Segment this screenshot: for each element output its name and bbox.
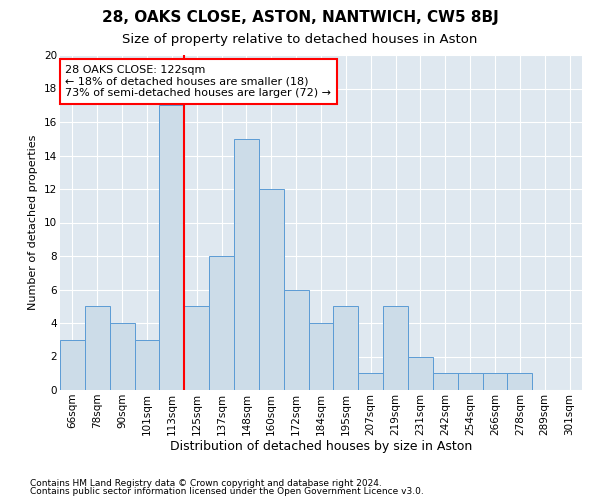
Bar <box>482 373 508 390</box>
Bar <box>508 373 532 390</box>
Bar <box>433 373 458 390</box>
Bar <box>458 373 482 390</box>
Bar <box>85 306 110 390</box>
Bar <box>259 189 284 390</box>
Bar <box>209 256 234 390</box>
Text: 28, OAKS CLOSE, ASTON, NANTWICH, CW5 8BJ: 28, OAKS CLOSE, ASTON, NANTWICH, CW5 8BJ <box>101 10 499 25</box>
Bar <box>160 106 184 390</box>
Bar <box>60 340 85 390</box>
Bar <box>383 306 408 390</box>
Text: Contains HM Land Registry data © Crown copyright and database right 2024.: Contains HM Land Registry data © Crown c… <box>30 478 382 488</box>
Bar <box>308 323 334 390</box>
Bar <box>408 356 433 390</box>
Bar <box>284 290 308 390</box>
Text: Contains public sector information licensed under the Open Government Licence v3: Contains public sector information licen… <box>30 487 424 496</box>
Bar <box>334 306 358 390</box>
Bar <box>110 323 134 390</box>
Y-axis label: Number of detached properties: Number of detached properties <box>28 135 38 310</box>
Bar <box>358 373 383 390</box>
Bar <box>234 138 259 390</box>
Bar <box>184 306 209 390</box>
Text: Size of property relative to detached houses in Aston: Size of property relative to detached ho… <box>122 32 478 46</box>
Text: 28 OAKS CLOSE: 122sqm
← 18% of detached houses are smaller (18)
73% of semi-deta: 28 OAKS CLOSE: 122sqm ← 18% of detached … <box>65 65 331 98</box>
X-axis label: Distribution of detached houses by size in Aston: Distribution of detached houses by size … <box>170 440 472 454</box>
Bar <box>134 340 160 390</box>
